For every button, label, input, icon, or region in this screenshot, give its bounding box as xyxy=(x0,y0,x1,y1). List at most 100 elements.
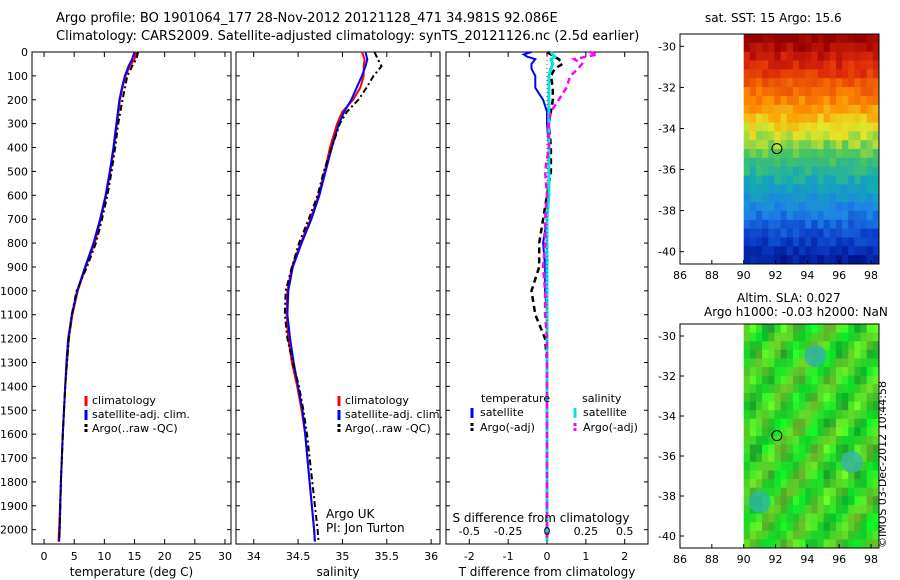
sst-cell xyxy=(749,237,757,247)
sst-cell xyxy=(823,166,831,176)
sst-cell xyxy=(866,184,874,194)
sst-cell xyxy=(842,184,849,194)
sla-cell xyxy=(774,444,782,454)
sla-cell xyxy=(774,418,782,428)
sla-cell xyxy=(762,324,769,334)
sst-cell xyxy=(811,237,818,247)
sst-cell xyxy=(860,140,868,150)
sal-legend-label: Argo(..raw -QC) xyxy=(345,422,431,435)
sla-cell xyxy=(749,349,757,359)
sla-cell xyxy=(842,513,849,523)
sst-cell xyxy=(842,113,849,123)
sst-cell xyxy=(835,95,843,106)
sla-cell xyxy=(768,349,775,359)
sla-cell xyxy=(842,418,849,428)
sla-cell xyxy=(848,504,855,514)
depth-tick-label: 900 xyxy=(7,261,28,274)
sla-cell xyxy=(823,444,831,454)
sst-cell xyxy=(835,157,843,168)
sst-cell xyxy=(743,246,751,256)
sla-cell xyxy=(756,324,763,334)
sst-cell xyxy=(860,219,868,230)
sla-cell xyxy=(792,349,800,359)
sst-cell xyxy=(823,219,831,230)
sst-cell xyxy=(805,175,812,185)
sla-cell xyxy=(743,332,751,342)
sla-cell xyxy=(817,504,825,514)
sst-cell xyxy=(848,237,855,247)
diff-legend-title-t: temperature xyxy=(481,392,550,405)
sst-cell xyxy=(872,237,880,247)
sla-cell xyxy=(792,461,800,471)
sst-cell xyxy=(743,113,751,123)
sst-cell xyxy=(848,166,855,176)
sst-cell xyxy=(848,60,855,70)
sla-cell xyxy=(848,444,855,454)
sst-cell xyxy=(774,87,782,97)
sla-cell xyxy=(805,487,812,497)
sst-cell xyxy=(866,60,874,70)
sst-cell xyxy=(756,122,763,132)
sla-cell xyxy=(811,375,818,385)
sst-cell xyxy=(749,184,757,194)
sla-cell xyxy=(842,410,849,420)
sla-cell xyxy=(848,349,855,359)
sst-cell xyxy=(805,255,812,265)
sst-xtick-label: 94 xyxy=(800,269,814,282)
sla-cell xyxy=(872,384,880,394)
sst-cell xyxy=(780,42,788,53)
sst-cell xyxy=(786,34,794,44)
sla-cell xyxy=(854,392,862,402)
sst-cell xyxy=(792,34,800,44)
sla-cell xyxy=(786,496,794,506)
sst-cell xyxy=(872,60,880,70)
sla-cell xyxy=(866,427,874,437)
sst-cell xyxy=(792,122,800,132)
sla-cell xyxy=(811,444,818,454)
sst-cell xyxy=(835,140,843,150)
sla-cell xyxy=(749,487,757,497)
sla-cell xyxy=(768,332,775,342)
sla-cell xyxy=(749,522,757,532)
sla-cell xyxy=(848,324,855,334)
sla-cell xyxy=(743,479,751,489)
sst-cell xyxy=(866,131,874,141)
sst-cell xyxy=(835,87,843,97)
sla-cell xyxy=(811,332,818,342)
sst-cell xyxy=(866,166,874,176)
sla-cell xyxy=(817,375,825,385)
sla-cell xyxy=(866,530,874,540)
sst-cell xyxy=(792,175,800,185)
sst-ytick-label: -40 xyxy=(658,246,676,259)
sla-cell xyxy=(811,427,818,437)
sla-cell xyxy=(860,487,868,497)
sla-cell xyxy=(823,504,831,514)
sla-cell xyxy=(829,410,837,420)
sla-cell xyxy=(786,522,794,532)
sla-cell xyxy=(860,522,868,532)
sst-cell xyxy=(774,78,782,88)
sla-cell xyxy=(866,367,874,377)
sla-cell xyxy=(774,332,782,342)
sla-cell xyxy=(817,401,825,411)
sst-cell xyxy=(786,193,794,203)
sla-cell xyxy=(756,418,763,428)
sst-cell xyxy=(762,149,769,159)
sst-ytick-label: -30 xyxy=(658,40,676,53)
sst-cell xyxy=(860,157,868,168)
sst-cell xyxy=(799,95,806,106)
sla-cell xyxy=(805,332,812,342)
sst-cell xyxy=(756,42,763,53)
sla-cell xyxy=(872,427,880,437)
sla-cell xyxy=(866,504,874,514)
sst-cell xyxy=(823,149,831,159)
sst-ytick-label: -32 xyxy=(658,81,676,94)
sla-cell xyxy=(768,522,775,532)
sla-cell xyxy=(848,436,855,446)
sla-cell xyxy=(866,341,874,351)
sla-cell xyxy=(786,341,794,351)
sst-cell xyxy=(823,87,831,97)
sla-eddy-mark xyxy=(840,451,863,473)
sst-cell xyxy=(805,219,812,230)
sla-cell xyxy=(792,392,800,402)
